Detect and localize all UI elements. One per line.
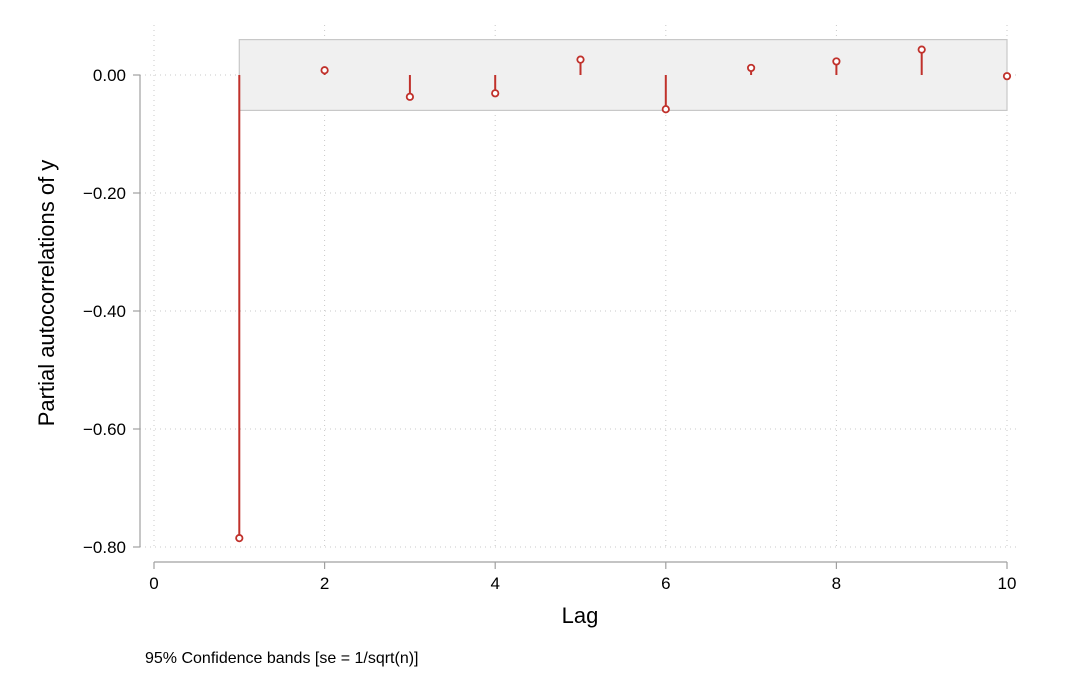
confidence-band-layer: [238, 38, 1008, 112]
y-tick-label: −0.60: [83, 420, 126, 439]
stem-marker: [661, 105, 670, 114]
stem-marker: [491, 89, 500, 98]
stem-marker: [1002, 72, 1012, 81]
stem-marker: [320, 66, 329, 75]
y-tick-label: −0.40: [83, 302, 126, 321]
stem-marker: [405, 92, 414, 101]
x-tick-label: 10: [998, 574, 1017, 593]
confidence-band: [238, 38, 1008, 112]
x-tick-label: 6: [661, 574, 670, 593]
x-tick-label: 8: [832, 574, 841, 593]
x-tick-label: 2: [320, 574, 329, 593]
stem-marker: [576, 55, 585, 64]
stem-marker: [917, 45, 926, 54]
x-axis-title: Lag: [562, 603, 599, 628]
y-tick-label: −0.20: [83, 184, 126, 203]
y-tick-label: 0.00: [93, 66, 126, 85]
axes: [133, 74, 1008, 569]
chart-note: 95% Confidence bands [se = 1/sqrt(n)]: [145, 650, 419, 667]
stem-series: [235, 45, 1012, 543]
stem-marker: [832, 57, 841, 66]
y-axis-title: Partial autocorrelations of y: [34, 160, 59, 427]
tick-labels: 0.00 −0.20 −0.40 −0.60 −0.80 0 2 4 6 8 10: [83, 66, 1016, 593]
x-tick-label: 4: [490, 574, 499, 593]
x-tick-label: 0: [149, 574, 158, 593]
stem-marker: [235, 534, 244, 543]
stem-marker: [746, 63, 756, 73]
y-tick-label: −0.80: [83, 538, 126, 557]
